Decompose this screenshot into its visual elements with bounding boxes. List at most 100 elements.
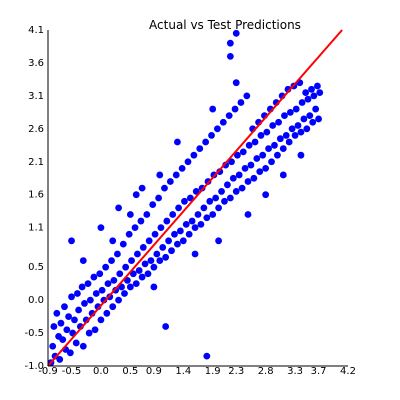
data-point bbox=[53, 309, 61, 317]
data-point bbox=[215, 237, 222, 245]
data-point bbox=[75, 306, 82, 314]
data-point bbox=[226, 52, 234, 60]
data-point bbox=[225, 112, 233, 120]
data-point bbox=[51, 352, 59, 360]
data-point bbox=[276, 135, 284, 143]
data-point bbox=[169, 211, 177, 218]
data-point bbox=[218, 188, 225, 195]
data-point bbox=[194, 211, 202, 218]
data-point bbox=[212, 194, 220, 202]
data-point bbox=[298, 99, 306, 106]
data-point bbox=[131, 224, 139, 232]
data-point bbox=[224, 181, 231, 189]
data-point bbox=[174, 240, 181, 248]
data-point bbox=[74, 290, 81, 297]
data-point bbox=[308, 85, 315, 93]
data-point bbox=[292, 105, 300, 113]
data-point bbox=[175, 204, 182, 212]
data-point bbox=[265, 145, 272, 152]
data-point bbox=[256, 168, 264, 176]
data-point bbox=[108, 257, 115, 264]
data-point bbox=[222, 161, 230, 169]
data-point bbox=[244, 178, 252, 185]
data-point bbox=[159, 244, 167, 251]
y-tick-label: 1.1 bbox=[28, 223, 44, 234]
data-point bbox=[245, 141, 253, 149]
y-tick-label: -0.5 bbox=[24, 328, 44, 339]
data-point bbox=[185, 230, 193, 238]
data-point bbox=[137, 217, 145, 225]
data-point bbox=[300, 115, 308, 123]
data-point bbox=[316, 89, 324, 96]
y-tick-label: 1.6 bbox=[28, 190, 44, 201]
data-point bbox=[257, 132, 265, 139]
data-point bbox=[110, 276, 118, 284]
data-point bbox=[251, 138, 259, 146]
data-point bbox=[314, 82, 321, 90]
data-point bbox=[97, 316, 105, 324]
data-point bbox=[285, 138, 293, 146]
x-tick-label: 0.9 bbox=[146, 366, 162, 377]
x-tick-label: -0.9 bbox=[38, 366, 58, 377]
data-point bbox=[115, 296, 122, 304]
data-point bbox=[263, 128, 271, 136]
data-point bbox=[234, 151, 241, 159]
data-point bbox=[203, 352, 211, 360]
data-point bbox=[61, 303, 68, 311]
data-point bbox=[166, 178, 174, 185]
data-point bbox=[121, 290, 128, 297]
y-tick-label: 2.6 bbox=[28, 124, 44, 135]
data-point bbox=[232, 79, 240, 87]
data-point bbox=[50, 323, 58, 330]
data-point bbox=[163, 217, 171, 225]
data-point bbox=[68, 293, 75, 301]
data-point bbox=[202, 138, 210, 146]
data-point bbox=[286, 108, 294, 116]
data-point bbox=[79, 342, 87, 350]
chart-title: Actual vs Test Predictions bbox=[149, 18, 301, 32]
data-point bbox=[109, 303, 117, 311]
data-point bbox=[209, 105, 217, 113]
data-point bbox=[297, 151, 305, 159]
x-tick-label: 4.2 bbox=[340, 366, 356, 377]
data-point bbox=[92, 290, 100, 297]
data-point bbox=[281, 112, 288, 120]
data-point bbox=[90, 273, 98, 281]
data-point bbox=[232, 188, 240, 195]
data-point bbox=[190, 151, 198, 159]
data-point bbox=[71, 316, 78, 324]
y-tick-labels: -1.0 -0.5 0.0 0.5 1.1 1.6 2.1 2.6 3.1 3.6 4.1 bbox=[24, 25, 44, 372]
data-point bbox=[138, 273, 146, 281]
data-point bbox=[239, 148, 247, 156]
data-point bbox=[162, 253, 170, 261]
data-point bbox=[151, 230, 159, 238]
data-point bbox=[109, 237, 117, 245]
data-point bbox=[132, 191, 140, 199]
data-point bbox=[198, 184, 206, 192]
data-point bbox=[221, 197, 228, 205]
data-point bbox=[228, 158, 235, 166]
data-point bbox=[98, 286, 106, 294]
data-point bbox=[49, 342, 57, 350]
data-point bbox=[68, 237, 75, 245]
data-point bbox=[306, 112, 314, 120]
data-point bbox=[65, 313, 72, 320]
data-point bbox=[138, 184, 146, 192]
data-point bbox=[297, 128, 305, 136]
data-point bbox=[209, 211, 217, 218]
data-point bbox=[150, 263, 158, 271]
data-point bbox=[302, 89, 310, 96]
y-tick-label: -1.0 bbox=[24, 361, 44, 372]
data-point bbox=[253, 155, 261, 162]
data-point bbox=[310, 92, 318, 100]
data-point bbox=[192, 188, 200, 195]
data-point bbox=[59, 336, 67, 344]
data-point bbox=[172, 171, 180, 179]
data-point bbox=[282, 132, 290, 139]
data-point bbox=[304, 95, 312, 103]
data-point bbox=[279, 171, 287, 179]
reference-line bbox=[47, 29, 343, 367]
data-point bbox=[116, 270, 124, 278]
data-point bbox=[215, 204, 222, 212]
